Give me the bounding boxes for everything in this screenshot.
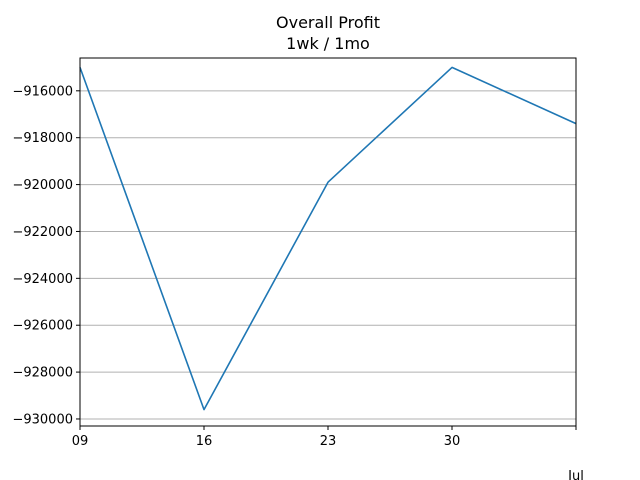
x-tick-label: 09 — [72, 434, 89, 449]
y-tick-label: −930000 — [12, 412, 73, 427]
y-tick-label: −918000 — [12, 131, 73, 146]
x-tick-label: 30 — [444, 434, 461, 449]
series-layer — [79, 66, 577, 411]
x-tick-label: 16 — [196, 434, 213, 449]
y-tick-label: −926000 — [12, 319, 73, 334]
chart-title: Overall Profit — [276, 13, 380, 32]
chart-subtitle: 1wk / 1mo — [286, 34, 370, 53]
plot-frame — [79, 57, 577, 427]
y-tick-label: −922000 — [12, 225, 73, 240]
y-tick-label: −920000 — [12, 178, 73, 193]
x-axis: 09 16 23 30 — [72, 426, 577, 449]
y-tick-label: −916000 — [12, 84, 73, 99]
y-tick-label: −928000 — [12, 366, 73, 381]
grid-layer — [80, 90, 576, 420]
y-axis: −916000 −918000 −920000 −922000 −924000 −9260… — [12, 84, 80, 427]
y-tick-label: −924000 — [12, 272, 73, 287]
series-line — [79, 66, 577, 411]
x-tick-label: 23 — [320, 434, 337, 449]
x-offset-label: Jul — [567, 469, 584, 480]
